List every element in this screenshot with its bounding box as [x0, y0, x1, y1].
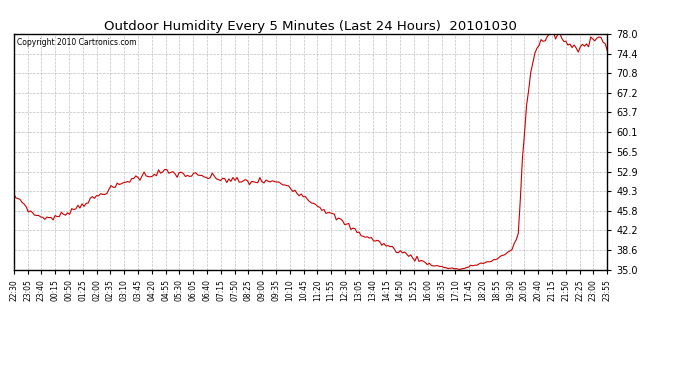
Title: Outdoor Humidity Every 5 Minutes (Last 24 Hours)  20101030: Outdoor Humidity Every 5 Minutes (Last 2… [104, 20, 517, 33]
Text: Copyright 2010 Cartronics.com: Copyright 2010 Cartronics.com [17, 39, 136, 48]
